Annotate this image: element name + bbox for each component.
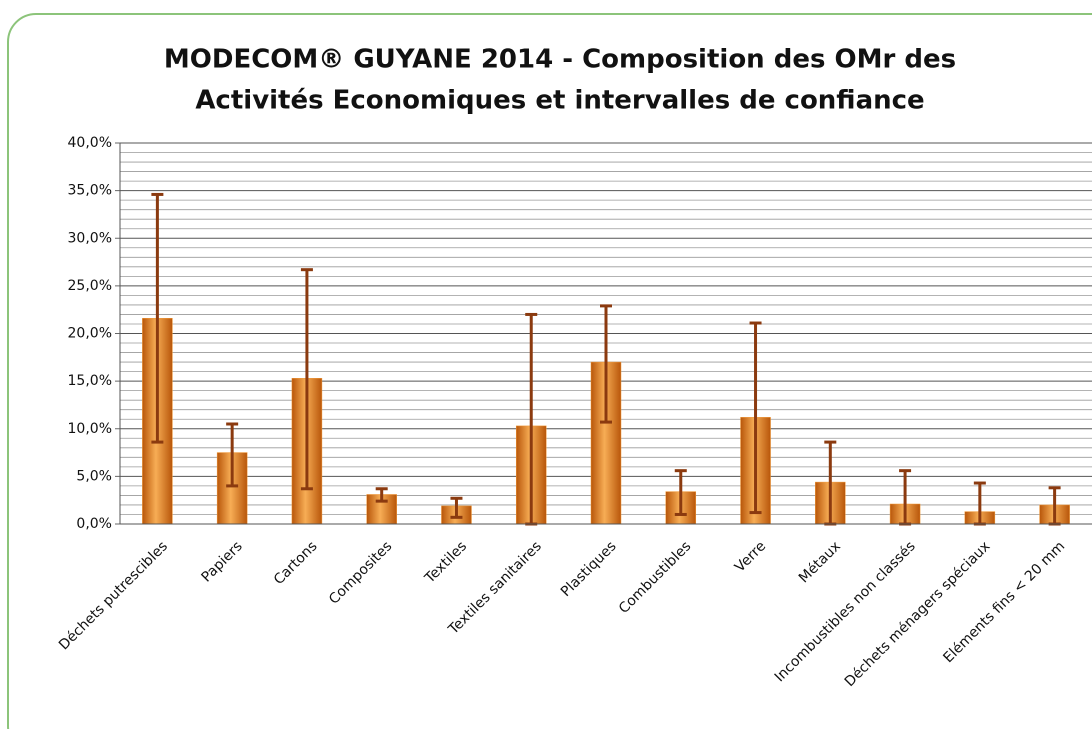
- error-bar: [226, 422, 239, 488]
- y-tick-label: 10,0%: [68, 421, 112, 437]
- y-tick-label: 0,0%: [76, 516, 112, 532]
- error-bar: [600, 304, 612, 424]
- y-tick-label: 20,0%: [68, 326, 112, 342]
- y-tick-label: 5,0%: [76, 468, 112, 484]
- bar: [366, 494, 397, 525]
- chart-title: MODECOM® GUYANE 2014 - Composition des O…: [164, 45, 956, 75]
- y-tick-label: 35,0%: [68, 183, 112, 199]
- error-bar: [300, 268, 313, 491]
- error-bar: [674, 469, 687, 516]
- error-bar: [151, 192, 164, 444]
- y-tick-label: 25,0%: [68, 278, 112, 294]
- y-tick-label: 40,0%: [68, 135, 112, 151]
- y-tick-label: 15,0%: [68, 373, 112, 389]
- error-bar: [749, 321, 762, 515]
- chart-title: Activités Economiques et intervalles de …: [195, 86, 924, 116]
- error-bar: [375, 487, 388, 503]
- y-tick-label: 30,0%: [68, 230, 112, 246]
- error-bar: [450, 496, 463, 519]
